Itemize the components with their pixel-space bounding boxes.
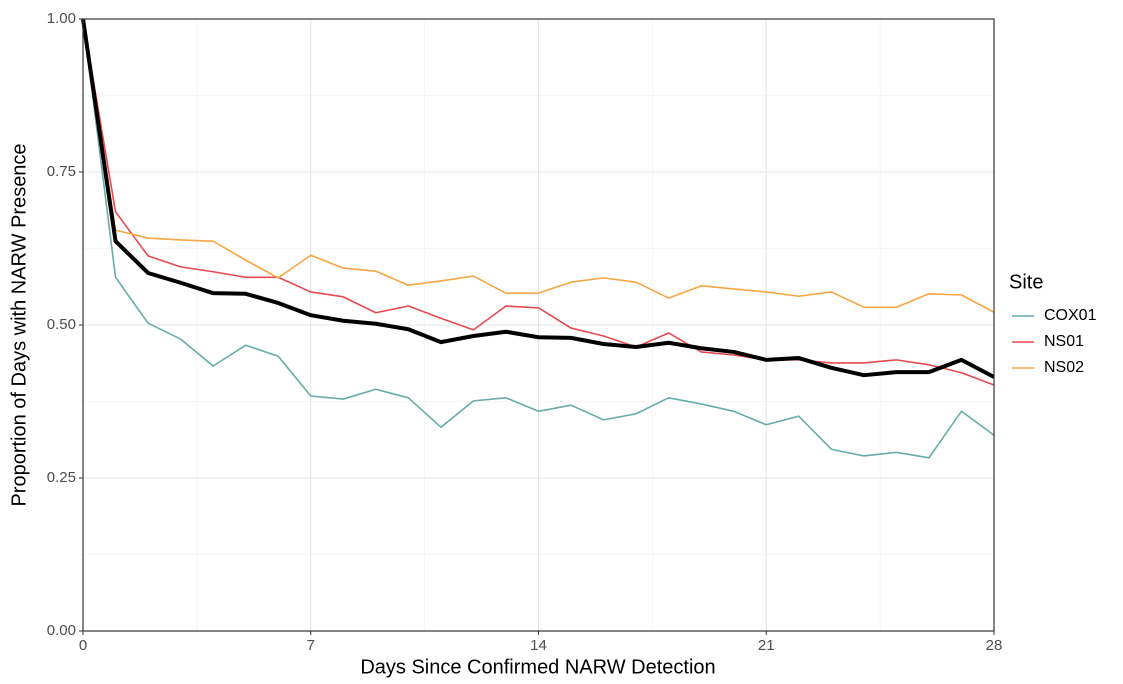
legend-label: COX01 xyxy=(1044,307,1097,324)
x-axis-title: Days Since Confirmed NARW Detection xyxy=(360,656,715,678)
line-series xyxy=(82,18,995,313)
legend-label: NS01 xyxy=(1044,333,1084,350)
line-series xyxy=(82,18,995,459)
line-series xyxy=(81,18,995,379)
x-tick-label: 14 xyxy=(530,637,547,654)
y-axis-title: Proportion of Days with NARW Presence xyxy=(8,143,30,506)
y-tick-label: 0.75 xyxy=(47,163,76,180)
plot-border xyxy=(82,18,995,632)
y-tick-label: 0.00 xyxy=(47,622,76,639)
x-tick-label: 28 xyxy=(986,637,1003,654)
legend-label: NS02 xyxy=(1044,359,1084,376)
y-tick-label: 0.50 xyxy=(47,316,76,333)
line-series xyxy=(82,18,995,386)
x-tick-label: 21 xyxy=(758,637,775,654)
x-tick-label: 0 xyxy=(79,637,87,654)
y-tick-label: 1.00 xyxy=(47,10,76,27)
y-tick-label: 0.25 xyxy=(47,469,76,486)
x-tick-label: 7 xyxy=(307,637,315,654)
legend-title: Site xyxy=(1009,271,1043,293)
